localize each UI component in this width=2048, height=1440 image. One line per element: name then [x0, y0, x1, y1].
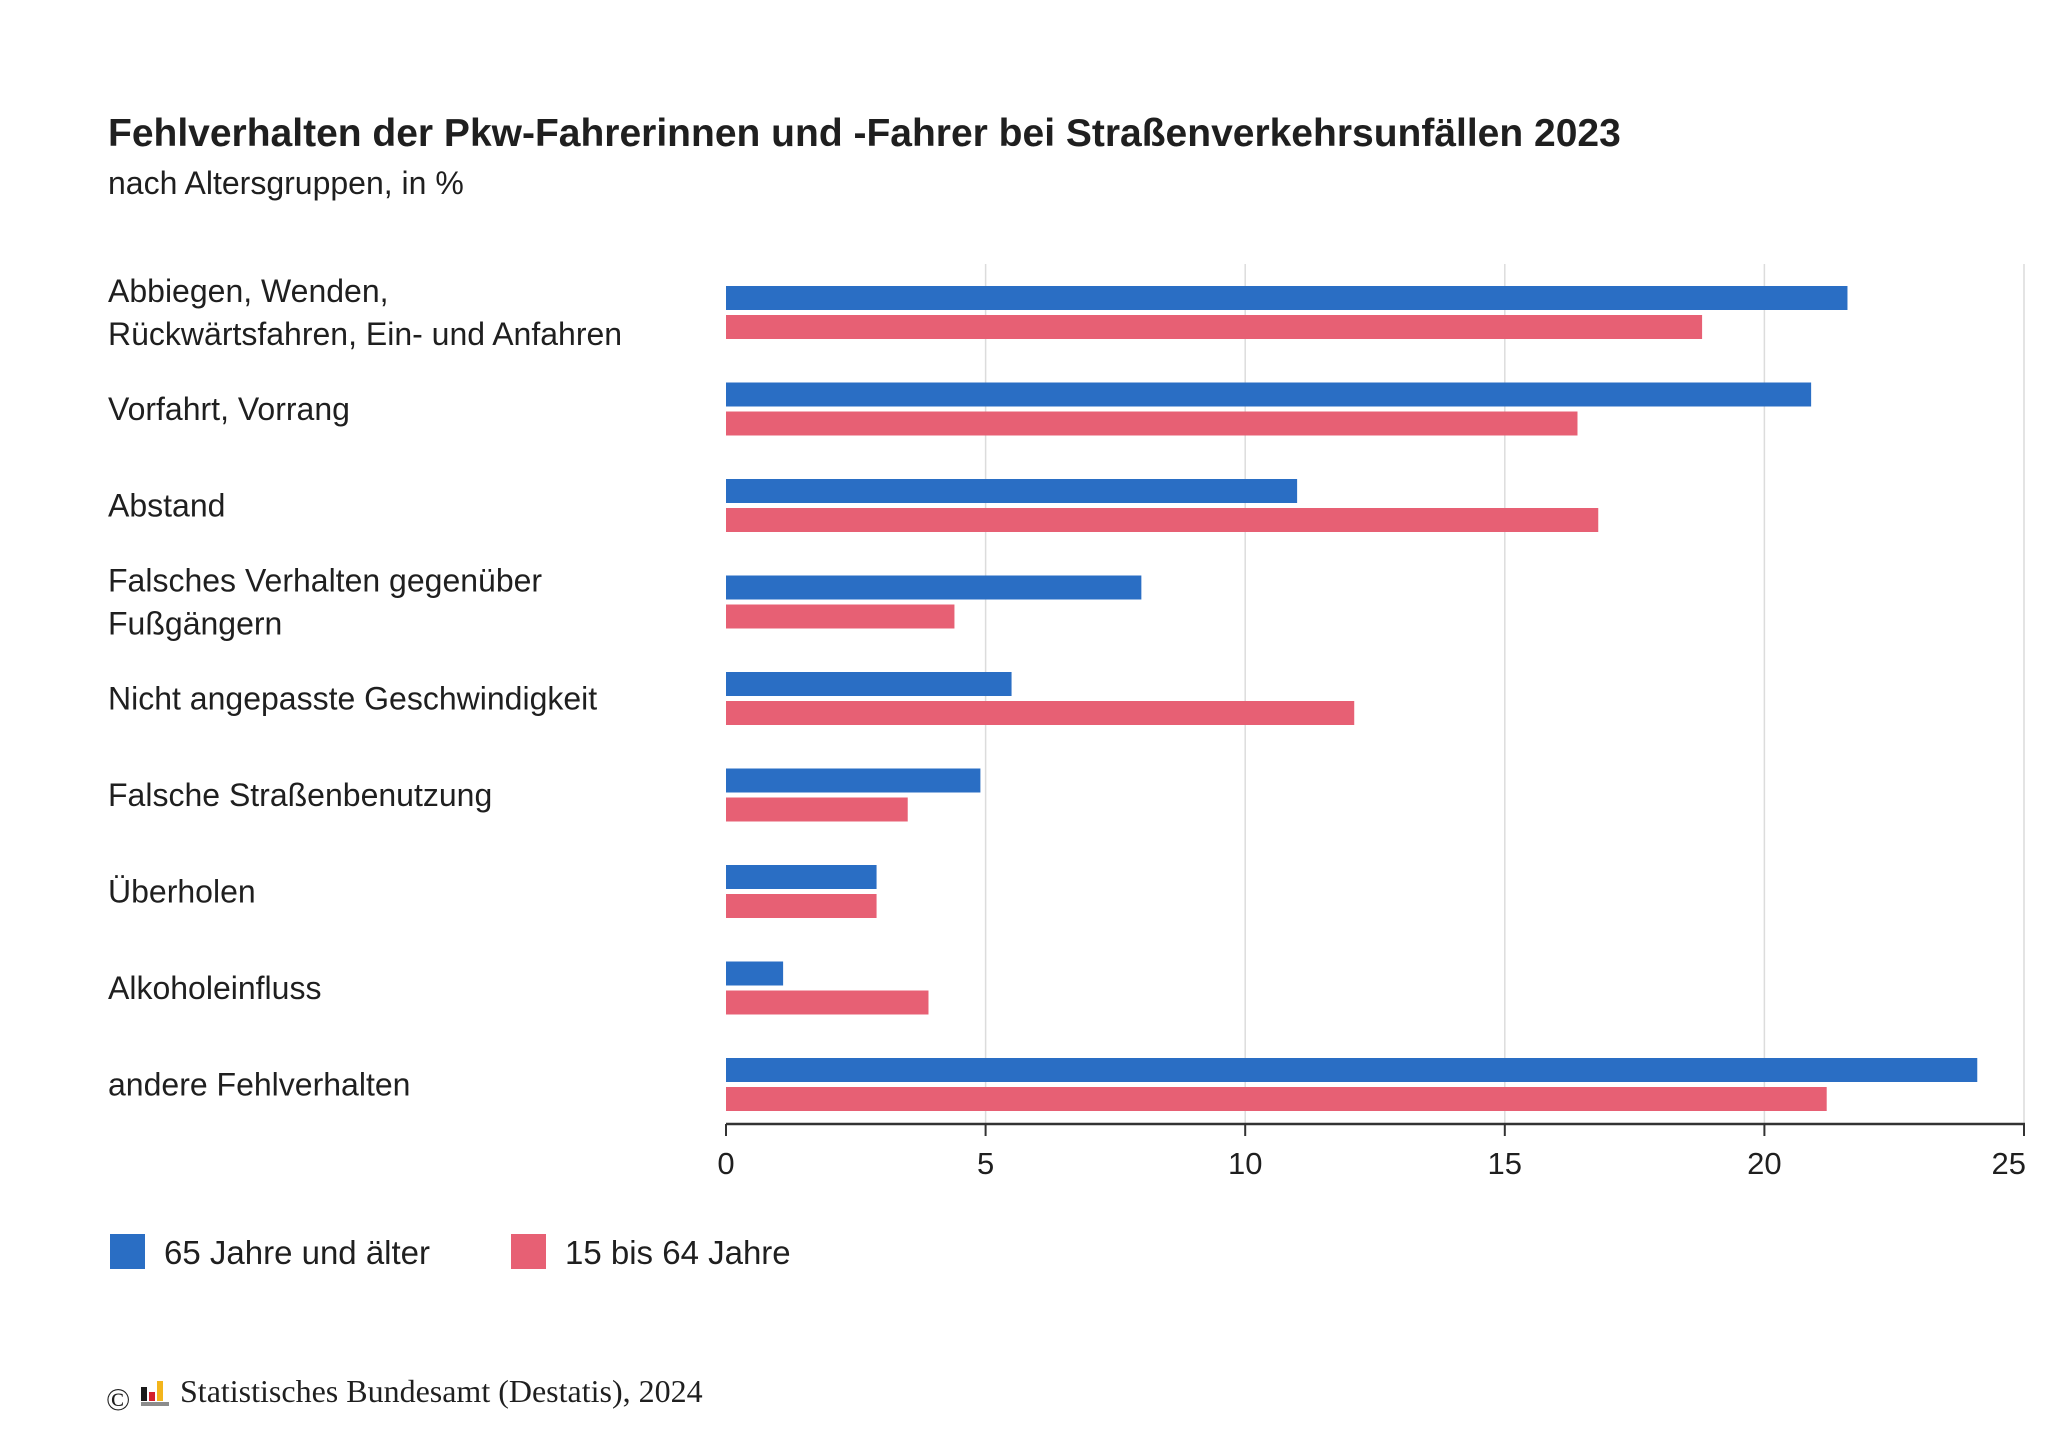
copyright-symbol: ©	[106, 1381, 130, 1417]
logo-bar	[149, 1392, 155, 1401]
x-tick-label: 10	[1228, 1146, 1262, 1181]
destatis-logo-icon	[141, 1381, 169, 1406]
category-label: Vorfahrt, Vorrang	[108, 391, 350, 427]
bar-series1	[726, 768, 981, 793]
category-label-line: Abstand	[108, 488, 225, 524]
category-label: Falsche Straßenbenutzung	[108, 777, 492, 813]
category-label: Abstand	[108, 488, 225, 524]
x-tick-label: 15	[1488, 1146, 1522, 1181]
category-labels: Abbiegen, Wenden, Rückwärtsfahren, Ein- u…	[108, 273, 622, 1103]
bar-series1	[726, 1058, 1978, 1082]
bar-series2	[726, 990, 929, 1015]
gridlines	[984, 264, 2025, 1124]
legend-label: 65 Jahre und älter	[164, 1234, 430, 1271]
bar-series2	[726, 797, 908, 822]
bar-series1	[726, 479, 1298, 503]
x-tick-label: 25	[1992, 1146, 2026, 1181]
x-tick-label: 20	[1747, 1146, 1781, 1181]
category-label-line: Überholen	[108, 874, 256, 910]
x-tick-label: 5	[977, 1146, 994, 1181]
bar-series2	[726, 894, 877, 918]
source-text: Statistisches Bundesamt (Destatis), 2024	[180, 1373, 703, 1409]
bar-series2	[726, 411, 1578, 436]
bar-series1	[726, 382, 1812, 407]
category-label: andere Fehlverhalten	[108, 1067, 410, 1103]
source-line: © Statistisches Bundesamt (Destatis), 20…	[106, 1373, 703, 1417]
category-label-line: Alkoholeinfluss	[108, 970, 321, 1006]
category-label-line: Fußgängern	[108, 606, 282, 642]
category-label: Nicht angepasste Geschwindigkeit	[108, 681, 597, 717]
category-label-line: Falsche Straßenbenutzung	[108, 777, 492, 813]
legend-swatch	[511, 1234, 546, 1269]
x-tick-label: 0	[717, 1146, 734, 1181]
category-label: Falsches Verhalten gegenüber Fußgängern	[108, 563, 542, 642]
bar-series2	[726, 315, 1703, 339]
category-label: Abbiegen, Wenden, Rückwärtsfahren, Ein- u…	[108, 273, 622, 352]
logo-bar	[141, 1387, 147, 1401]
bar-series2	[726, 508, 1599, 532]
category-label-line: Rückwärtsfahren, Ein- und Anfahren	[108, 316, 622, 352]
legend: 65 Jahre und älter 15 bis 64 Jahre	[110, 1234, 791, 1271]
legend-swatch	[110, 1234, 145, 1269]
bar-series1	[726, 286, 1848, 310]
bar-series1	[726, 672, 1012, 696]
chart-subtitle: nach Altersgruppen, in %	[108, 165, 464, 201]
category-label: Alkoholeinfluss	[108, 970, 321, 1006]
category-label-line: andere Fehlverhalten	[108, 1067, 410, 1103]
category-label-line: Vorfahrt, Vorrang	[108, 391, 350, 427]
category-label-line: Nicht angepasste Geschwindigkeit	[108, 681, 597, 717]
legend-label: 15 bis 64 Jahre	[565, 1234, 791, 1271]
bar-series1	[726, 865, 877, 889]
category-label: Überholen	[108, 874, 256, 910]
bar-series1	[726, 961, 784, 986]
logo-base	[141, 1402, 169, 1406]
bar-series1	[726, 575, 1142, 600]
logo-bar	[157, 1381, 163, 1401]
bar-series2	[726, 1087, 1827, 1111]
bar-series2	[726, 604, 955, 629]
category-label-line: Falsches Verhalten gegenüber	[108, 563, 542, 599]
bars	[726, 286, 1978, 1111]
bar-series2	[726, 701, 1355, 725]
chart-title: Fehlverhalten der Pkw-Fahrerinnen und -F…	[108, 112, 1621, 155]
x-axis: 0 5 10 15 20 25	[717, 1122, 2026, 1181]
category-label-line: Abbiegen, Wenden,	[108, 273, 389, 309]
